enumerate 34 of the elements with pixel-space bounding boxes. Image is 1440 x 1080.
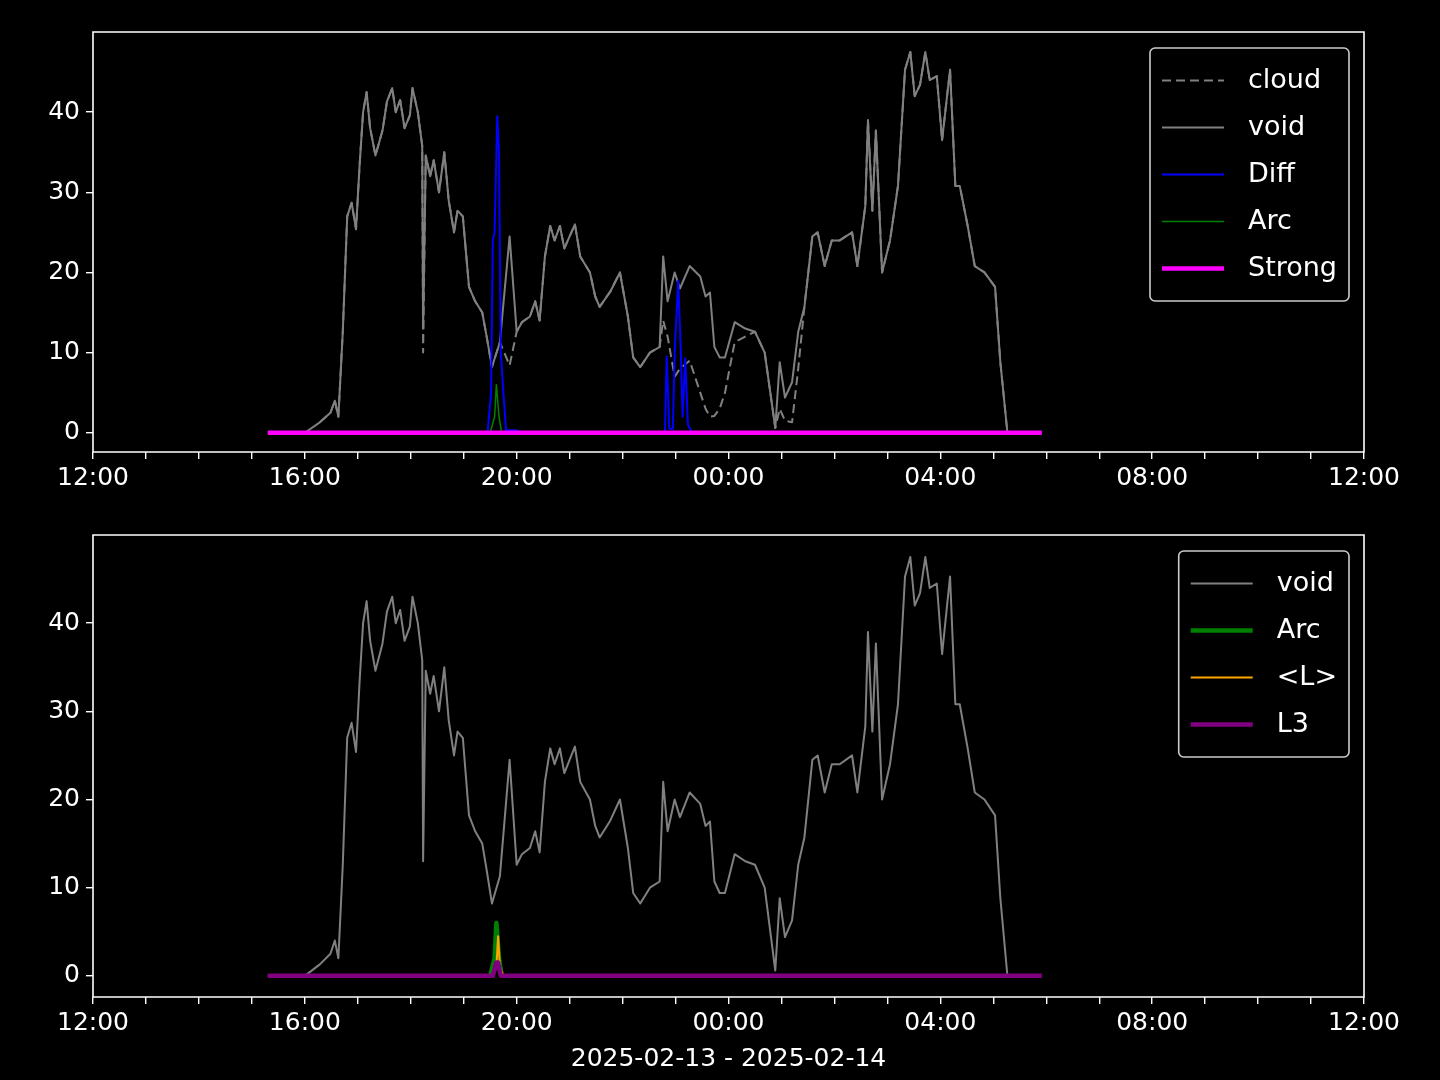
x-tick-label: 08:00 [1116,461,1189,491]
x-tick-label: 00:00 [692,1006,765,1036]
y-tick-label: 0 [64,416,80,446]
x-tick-label: 12:00 [1327,1006,1401,1036]
x-tick-label: 20:00 [480,461,553,491]
legend-label: void [1276,565,1334,597]
legend-label: <L> [1276,659,1338,691]
y-tick-label: 10 [48,336,80,366]
x-tick-label: 00:00 [692,461,765,491]
legend-label: Strong [1248,250,1338,282]
legend-label: cloud [1248,62,1322,94]
x-tick-label: 04:00 [904,1006,977,1036]
x-tick-label: 20:00 [480,1006,553,1036]
y-tick-label: 20 [48,255,80,285]
x-tick-label: 16:00 [268,461,341,491]
y-tick-label: 30 [48,175,80,205]
x-tick-label: 12:00 [1327,461,1401,491]
x-tick-label: 12:00 [56,461,130,491]
y-tick-label: 0 [64,959,80,989]
x-tick-label: 04:00 [904,461,977,491]
legend-label: L3 [1276,706,1309,738]
x-axis-title: 2025-02-13 - 2025-02-14 [570,1042,887,1072]
x-tick-label: 12:00 [56,1006,130,1036]
legend-label: void [1248,109,1306,141]
legend-label: Diff [1248,156,1297,188]
legend-label: Arc [1248,203,1292,235]
y-tick-label: 30 [48,694,80,724]
y-tick-label: 20 [48,783,80,812]
legend-label: Arc [1276,612,1321,644]
y-tick-label: 40 [48,606,80,636]
x-tick-label: 16:00 [268,1006,341,1036]
y-tick-label: 10 [48,871,80,901]
y-tick-label: 40 [48,95,80,125]
x-tick-label: 08:00 [1116,1006,1189,1036]
